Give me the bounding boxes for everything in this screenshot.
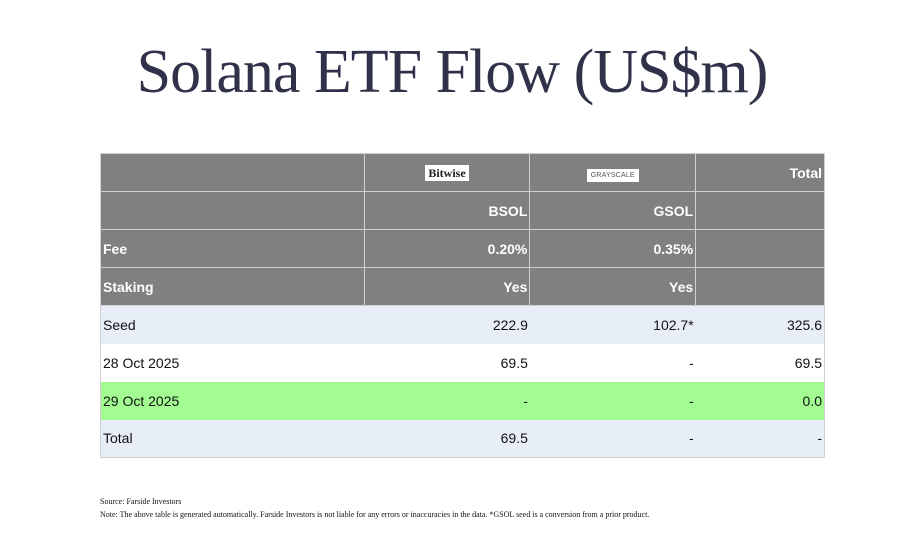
row-total: 69.5 — [695, 343, 825, 382]
staking-gsol: Yes — [529, 267, 697, 306]
row-label: 29 Oct 2025 — [100, 381, 365, 420]
staking-row: Staking Yes Yes — [100, 267, 825, 306]
header-row-logos: Bitwise GRAYSCALE Total — [100, 153, 825, 192]
table-row-seed: Seed 222.9 102.7* 325.6 — [100, 305, 825, 344]
row-bsol: 69.5 — [364, 343, 530, 382]
row-gsol: - — [529, 343, 696, 382]
row-bsol: 69.5 — [364, 419, 530, 458]
row-gsol: - — [529, 419, 696, 458]
bitwise-logo-cell: Bitwise — [363, 153, 531, 192]
grayscale-logo-cell: GRAYSCALE — [529, 153, 697, 192]
disclaimer-note: Note: The above table is generated autom… — [100, 510, 650, 519]
row-total: 0.0 — [695, 381, 825, 420]
source-note: Source: Farside Investors — [100, 497, 182, 506]
staking-bsol: Yes — [363, 267, 531, 306]
header-empty-cell — [100, 153, 365, 192]
ticker-bsol: BSOL — [363, 191, 531, 230]
staking-total-empty — [695, 267, 825, 306]
fee-label: Fee — [100, 229, 365, 268]
ticker-total-empty — [695, 191, 825, 230]
table-row-29-oct: 29 Oct 2025 - - 0.0 — [100, 381, 825, 420]
etf-flow-table: Bitwise GRAYSCALE Total BSOL GSOL Fee 0.… — [100, 153, 825, 458]
row-total: - — [695, 419, 825, 458]
row-total: 325.6 — [695, 305, 825, 344]
row-bsol: - — [364, 381, 530, 420]
page-title: Solana ETF Flow (US$m) — [136, 38, 769, 106]
fee-total-empty — [695, 229, 825, 268]
row-gsol: - — [529, 381, 696, 420]
header-row-tickers: BSOL GSOL — [100, 191, 825, 230]
row-gsol: 102.7* — [529, 305, 696, 344]
ticker-gsol: GSOL — [529, 191, 697, 230]
row-label: Seed — [100, 305, 365, 344]
fee-bsol: 0.20% — [363, 229, 531, 268]
grayscale-logo: GRAYSCALE — [586, 168, 639, 182]
fee-row: Fee 0.20% 0.35% — [100, 229, 825, 268]
fee-gsol: 0.35% — [529, 229, 697, 268]
staking-label: Staking — [100, 267, 365, 306]
row-bsol: 222.9 — [364, 305, 530, 344]
footer: Source: Farside Investors Note: The abov… — [100, 495, 649, 521]
table-row-total: Total 69.5 - - — [100, 419, 825, 458]
ticker-empty-cell — [100, 191, 365, 230]
bitwise-logo: Bitwise — [425, 165, 469, 181]
header-total: Total — [695, 153, 825, 192]
row-label: Total — [100, 419, 365, 458]
table-row-28-oct: 28 Oct 2025 69.5 - 69.5 — [100, 343, 825, 382]
row-label: 28 Oct 2025 — [100, 343, 365, 382]
